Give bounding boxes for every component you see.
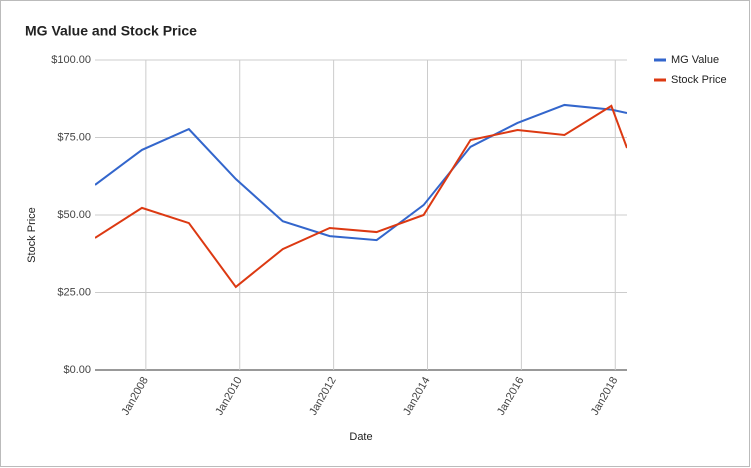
legend-label: MG Value bbox=[671, 54, 719, 66]
legend-label: Stock Price bbox=[671, 74, 727, 86]
series-line bbox=[95, 104, 627, 289]
y-axis-title: Stock Price bbox=[26, 207, 38, 263]
chart-title: MG Value and Stock Price bbox=[25, 23, 197, 39]
y-tick-label: $0.00 bbox=[63, 364, 91, 376]
series-line bbox=[95, 103, 627, 242]
y-tick-label: $50.00 bbox=[57, 209, 91, 221]
y-tick-label: $25.00 bbox=[57, 286, 91, 298]
y-tick-label: $100.00 bbox=[51, 54, 91, 66]
x-axis-title: Date bbox=[349, 431, 372, 443]
y-tick-label: $75.00 bbox=[57, 131, 91, 143]
